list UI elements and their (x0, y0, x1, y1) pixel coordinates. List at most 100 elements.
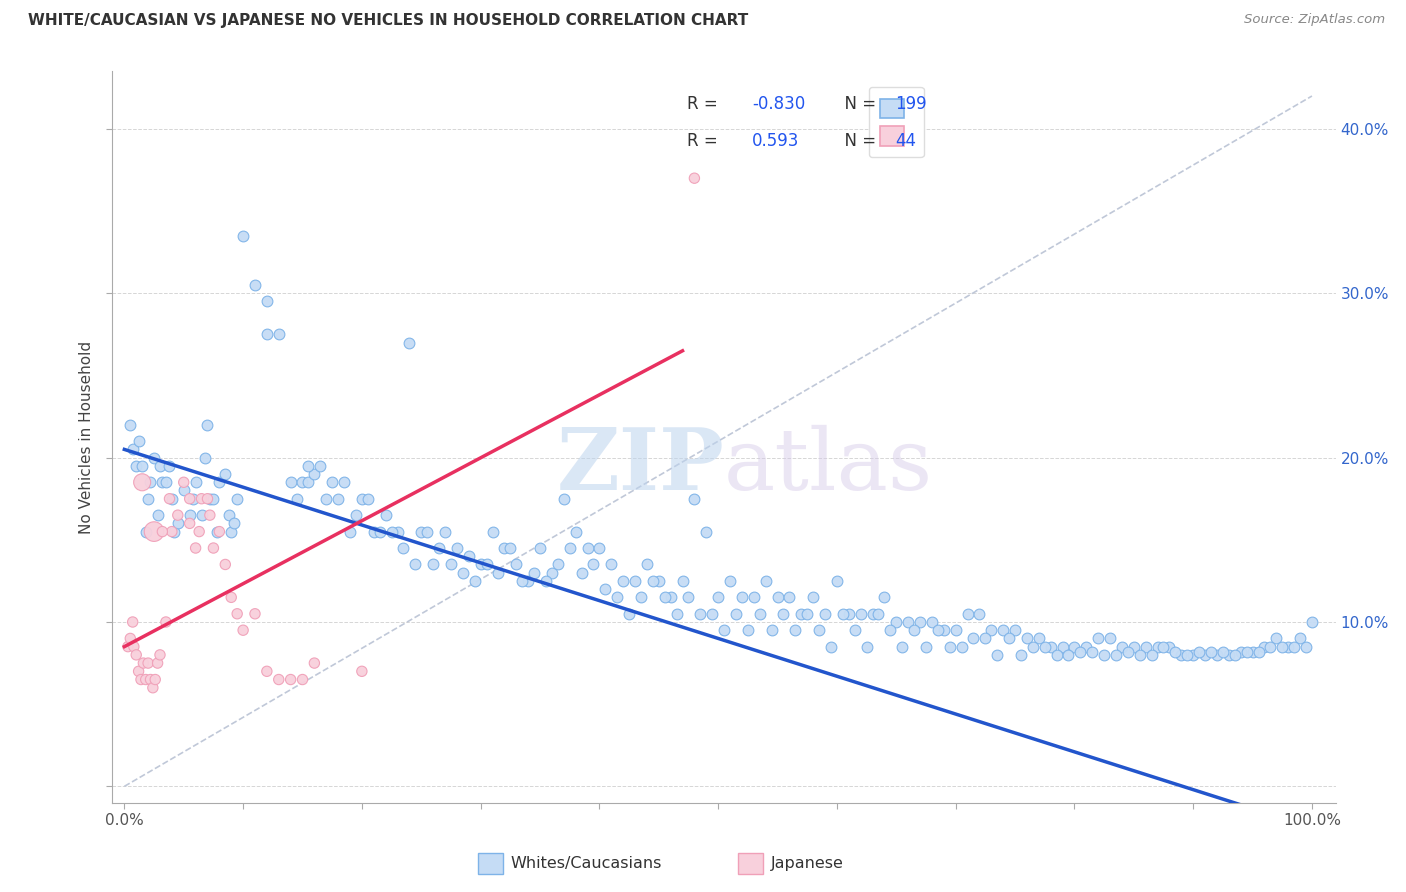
Point (932, 624, 955, 638)
Text: Japanese: Japanese (770, 856, 844, 871)
Point (243, 607, 266, 621)
Point (986, 648, 1008, 662)
Point (529, 541, 551, 555)
Point (142, 681, 165, 695)
Point (671, 574, 693, 588)
Point (921, 615, 943, 629)
Point (825, 574, 848, 588)
Point (267, 673, 290, 687)
Point (665, 607, 688, 621)
Point (796, 607, 818, 621)
Point (505, 558, 527, 572)
Point (582, 558, 605, 572)
Text: -0.830: -0.830 (752, 95, 806, 113)
Point (862, 607, 884, 621)
Text: Source: ZipAtlas.com: Source: ZipAtlas.com (1244, 13, 1385, 27)
Point (772, 607, 794, 621)
Point (121, 442, 143, 457)
Point (267, 327, 290, 342)
Point (205, 524, 228, 539)
Point (1295, 640, 1317, 654)
Point (1175, 648, 1198, 662)
Point (297, 475, 319, 490)
Point (125, 458, 148, 473)
Point (1265, 632, 1288, 646)
Point (659, 591, 682, 605)
Point (844, 624, 866, 638)
Point (849, 607, 872, 621)
Point (1153, 640, 1175, 654)
Point (159, 458, 181, 473)
Point (243, 278, 266, 293)
Point (470, 558, 492, 572)
Point (1206, 648, 1229, 662)
Point (868, 607, 890, 621)
Point (737, 624, 759, 638)
Point (181, 491, 204, 506)
Point (1135, 640, 1157, 654)
Point (510, 574, 533, 588)
Point (915, 640, 938, 654)
Point (179, 491, 201, 506)
Point (534, 574, 557, 588)
Point (1033, 640, 1056, 654)
Point (588, 541, 610, 555)
Point (1146, 640, 1168, 654)
Text: N =: N = (834, 95, 882, 113)
Point (927, 624, 949, 638)
Point (689, 607, 711, 621)
Point (131, 475, 153, 490)
Point (190, 508, 212, 523)
Point (131, 458, 153, 473)
Point (1159, 640, 1181, 654)
Point (1105, 648, 1128, 662)
Point (1164, 644, 1187, 658)
Point (636, 558, 658, 572)
Point (339, 524, 361, 539)
Point (938, 640, 960, 654)
Point (219, 591, 242, 605)
Point (488, 566, 510, 580)
Point (446, 541, 468, 555)
Point (908, 615, 931, 629)
Point (143, 450, 166, 465)
Point (122, 640, 145, 654)
Point (1081, 644, 1104, 658)
Point (143, 673, 166, 687)
Point (785, 624, 807, 638)
Text: atlas: atlas (724, 425, 934, 508)
Point (1247, 644, 1270, 658)
Point (1140, 648, 1163, 662)
Point (128, 434, 150, 449)
Point (226, 491, 249, 506)
Point (576, 541, 599, 555)
Point (333, 475, 356, 490)
Point (1218, 648, 1240, 662)
Point (291, 673, 314, 687)
Point (416, 524, 439, 539)
Point (891, 640, 914, 654)
Text: R =: R = (688, 95, 724, 113)
Point (884, 615, 907, 629)
Point (1004, 624, 1026, 638)
Point (139, 673, 162, 687)
Point (695, 524, 717, 539)
Point (855, 640, 877, 654)
Point (451, 566, 474, 580)
Point (974, 632, 997, 646)
Point (387, 524, 409, 539)
Point (494, 541, 516, 555)
Point (761, 624, 783, 638)
Point (678, 591, 700, 605)
Point (121, 615, 143, 629)
Point (790, 607, 813, 621)
Point (517, 574, 540, 588)
Point (755, 574, 778, 588)
Point (321, 475, 343, 490)
Text: N =: N = (834, 132, 882, 150)
Point (304, 656, 326, 670)
Point (648, 574, 671, 588)
Point (146, 656, 169, 670)
Point (1236, 644, 1258, 658)
Point (219, 524, 242, 539)
